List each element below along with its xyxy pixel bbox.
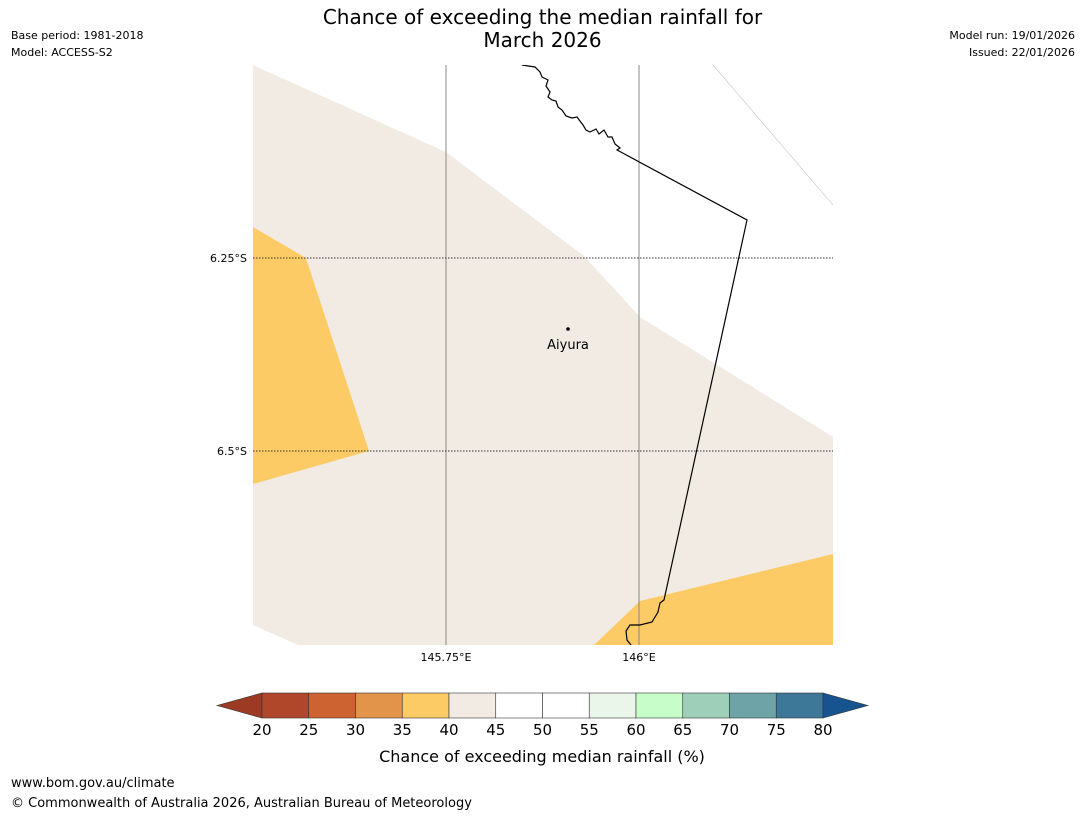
map-area	[253, 65, 833, 645]
colorbar-segment	[729, 692, 777, 719]
lat-label: 6.5°S	[217, 445, 247, 458]
colorbar-segment	[775, 692, 824, 719]
colorbar-segment	[495, 692, 543, 719]
lat-label: 6.25°S	[210, 252, 247, 265]
colorbar-segment	[682, 692, 730, 719]
colorbar-tick-label: 45	[486, 721, 505, 739]
colorbar-tick-label: 75	[767, 721, 786, 739]
faint-boundary-line	[712, 65, 833, 206]
colorbar-tick-label: 55	[580, 721, 599, 739]
colorbar-tick-label: 35	[393, 721, 412, 739]
colorbar-tick-label: 50	[533, 721, 552, 739]
footer-url: www.bom.gov.au/climate	[11, 776, 175, 791]
colorbar-extend-high	[822, 692, 870, 719]
province-border	[521, 65, 748, 645]
colorbar-tick-label: 25	[299, 721, 318, 739]
footer-copyright: © Commonwealth of Australia 2026, Austra…	[11, 796, 472, 811]
base-period: Base period: 1981-2018	[11, 29, 144, 42]
colorbar-segments	[215, 692, 870, 719]
colorbar-extend-low	[215, 692, 263, 719]
colorbar-segment	[308, 692, 356, 719]
colorbar-tick-label: 80	[813, 721, 832, 739]
colorbar-segment	[635, 692, 684, 719]
rainfall-map: Aiyura 6.25°S 6.5°S 145.75°E 146°E	[210, 65, 833, 664]
colorbar-tick-label: 65	[673, 721, 692, 739]
colorbar-label: Chance of exceeding median rainfall (%)	[379, 747, 705, 766]
colorbar-segment	[588, 692, 637, 719]
metadata-left: Base period: 1981-2018 Model: ACCESS-S2	[11, 27, 143, 61]
colorbar-ticks: 20 25 30 35 40 45 50 55 60 65 70 75 80	[252, 721, 832, 739]
colorbar-segment	[448, 692, 497, 719]
chart-title: Chance of exceeding the median rainfall …	[0, 6, 1085, 52]
place-marker	[566, 327, 570, 331]
colorbar-segment	[542, 692, 590, 719]
colorbar-segment	[261, 692, 310, 719]
issued-date: Issued: 22/01/2026	[968, 46, 1075, 59]
band-40-45-region	[253, 65, 833, 645]
title-line-1: Chance of exceeding the median rainfall …	[322, 5, 763, 29]
colorbar-segment	[355, 692, 403, 719]
colorbar-tick-label: 20	[252, 721, 271, 739]
model-name: Model: ACCESS-S2	[11, 46, 113, 59]
band-35-40-region-southeast	[594, 554, 833, 645]
lon-label: 146°E	[622, 651, 655, 664]
model-run: Model run: 19/01/2026	[949, 29, 1075, 42]
colorbar-tick-label: 40	[439, 721, 458, 739]
colorbar-segment	[401, 692, 450, 719]
metadata-right: Model run: 19/01/2026 Issued: 22/01/2026	[949, 27, 1075, 61]
colorbar-tick-label: 30	[346, 721, 365, 739]
title-line-2: March 2026	[483, 28, 602, 52]
colorbar-tick-label: 60	[626, 721, 645, 739]
place-label: Aiyura	[547, 338, 589, 353]
colorbar-tick-label: 70	[720, 721, 739, 739]
lon-label: 145.75°E	[421, 651, 472, 664]
band-35-40-region-west	[253, 227, 369, 484]
